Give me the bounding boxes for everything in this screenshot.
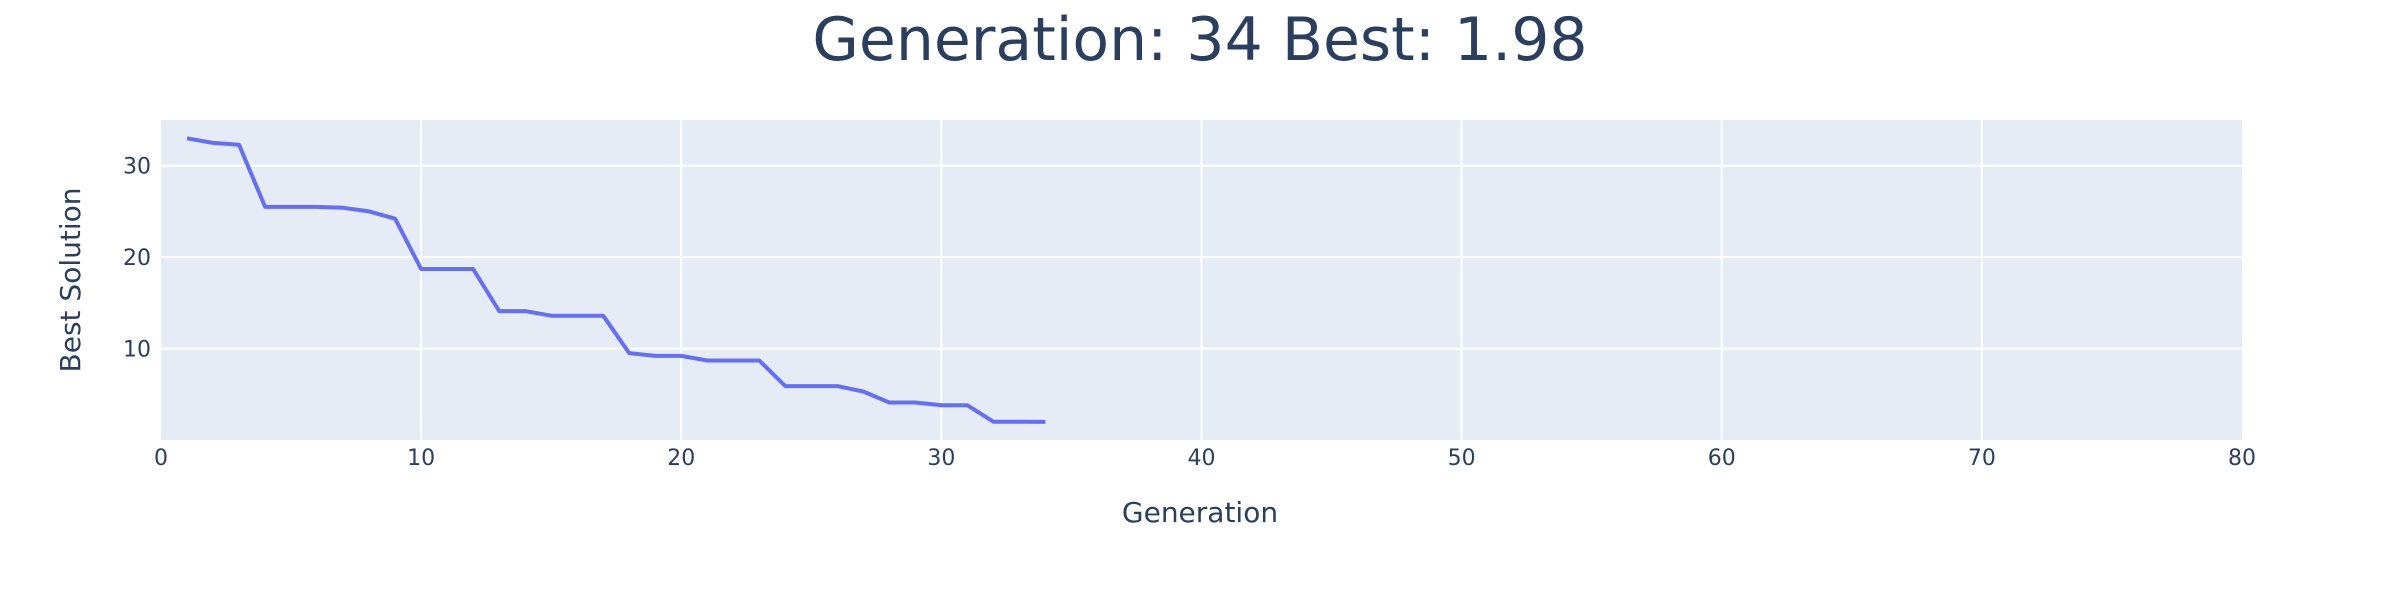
x-tick-label: 60: [1708, 446, 1736, 471]
y-axis-title: Best Solution: [54, 188, 87, 373]
chart-title: Generation: 34 Best: 1.98: [812, 5, 1587, 75]
x-tick-label: 70: [1968, 446, 1996, 471]
x-tick-label: 20: [667, 446, 695, 471]
x-tick-label: 80: [2228, 446, 2256, 471]
x-axis-title: Generation: [1122, 496, 1278, 529]
series-line: [186, 136, 1046, 424]
x-tick-label: 10: [407, 446, 435, 471]
gridlines: [161, 120, 2242, 440]
x-tick-label: 40: [1188, 446, 1216, 471]
x-axis-ticks: 0 10 20 30 40 50 60 70 80: [154, 446, 2256, 471]
x-tick-label: 50: [1448, 446, 1476, 471]
y-axis-ticks: 10 20 30: [123, 155, 151, 363]
x-tick-label: 30: [927, 446, 955, 471]
x-tick-label: 0: [154, 446, 168, 471]
y-tick-label: 20: [123, 246, 151, 271]
y-tick-label: 10: [123, 338, 151, 363]
y-tick-label: 30: [123, 155, 151, 180]
